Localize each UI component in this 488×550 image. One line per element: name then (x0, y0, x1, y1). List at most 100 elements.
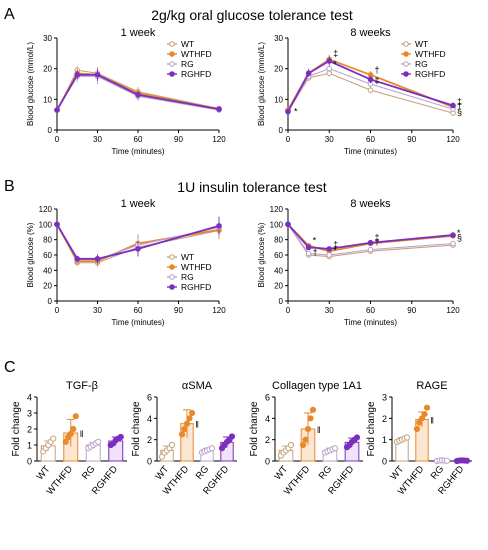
legend-label: RG (415, 59, 428, 69)
data-point (463, 457, 471, 464)
category-label: RG (317, 464, 335, 482)
legend-label: WTHFD (415, 49, 446, 59)
y-tick-label: 2 (27, 425, 32, 435)
x-tick-label: 60 (366, 135, 375, 144)
y-tick-label: 120 (39, 205, 53, 214)
data-point (216, 223, 222, 229)
legend-label: RGHFD (415, 69, 445, 79)
data-point (181, 425, 188, 433)
data-point (183, 420, 191, 427)
y-axis-label: Blood glucose (%) (26, 222, 35, 287)
category-label: RG (80, 464, 98, 482)
significance-mark: ‡ (375, 75, 380, 85)
data-point (299, 441, 307, 449)
x-tick-label: 30 (93, 306, 102, 315)
data-point (450, 240, 456, 247)
chart-subtitle: Collagen type 1A1 (272, 380, 362, 392)
legend-marker (403, 61, 409, 67)
y-tick-label: 100 (39, 220, 53, 229)
y-tick-label: 10 (43, 95, 52, 104)
significance-mark: * (333, 245, 337, 255)
significance-mark: † (313, 248, 318, 258)
x-tick-label: 120 (212, 306, 226, 315)
significance-mark: ‡ (333, 48, 338, 58)
y-tick-label: 120 (270, 205, 284, 214)
data-point (94, 72, 101, 78)
data-point (287, 441, 295, 449)
x-axis-label: Time (minutes) (344, 147, 397, 156)
significance-mark: ‖ (317, 425, 321, 435)
y-tick-label: 3 (27, 409, 32, 419)
data-point (305, 70, 312, 77)
x-axis-label: Time (minutes) (111, 318, 164, 327)
x-tick-label: 60 (366, 306, 375, 315)
significance-mark: * (313, 235, 317, 245)
legend-label: RGHFD (181, 282, 211, 292)
y-tick-label: 0 (279, 126, 284, 135)
y-tick-label: 40 (43, 266, 52, 275)
significance-mark: ‖ (430, 415, 434, 425)
legend-label: WT (181, 39, 194, 49)
legend-label: RG (181, 272, 194, 282)
data-point (135, 246, 141, 252)
data-point (423, 404, 431, 411)
chart-subtitle: 8 weeks (350, 198, 391, 210)
x-tick-label: 90 (174, 306, 183, 315)
y-tick-label: 20 (43, 65, 52, 74)
panel-letter-a: A (4, 6, 15, 23)
x-tick-label: 30 (93, 135, 102, 144)
legend-label: WTHFD (181, 262, 212, 272)
data-point (326, 58, 333, 64)
y-tick-label: 4 (147, 414, 152, 424)
y-axis-label: Blood glucose (mmol/L) (26, 42, 35, 126)
chart-subtitle: 1 week (121, 198, 156, 210)
data-point (188, 409, 196, 417)
data-point (367, 239, 374, 246)
data-point (331, 445, 339, 452)
legend-label: WT (415, 39, 428, 49)
y-tick-label: 0 (265, 457, 270, 467)
y-tick-label: 0 (279, 297, 284, 306)
legend-marker (403, 71, 409, 77)
x-tick-label: 60 (134, 135, 143, 144)
y-tick-label: 20 (274, 65, 283, 74)
legend-label: RG (181, 59, 194, 69)
y-tick-label: 30 (274, 34, 283, 43)
data-point (54, 221, 60, 228)
category-label: RG (194, 464, 212, 482)
x-tick-label: 90 (174, 135, 183, 144)
chart-3: 0 20 40 60 80 100 120 0 30 60 90 120 Time (minutes) B… (257, 198, 462, 327)
panel-letter-b: B (4, 178, 15, 195)
y-tick-label: 40 (274, 266, 283, 275)
data-point (285, 221, 291, 228)
data-point (168, 441, 176, 449)
chart-subtitle: TGF-β (66, 380, 98, 392)
data-point (62, 438, 69, 445)
y-tick-label: 0 (48, 126, 53, 135)
x-tick-label: 60 (134, 306, 143, 315)
y-tick-label: 2 (265, 435, 270, 445)
y-axis-label: Fold change (366, 401, 377, 456)
significance-mark: § (457, 107, 462, 117)
x-axis-label: Time (minutes) (111, 147, 164, 156)
data-point (443, 457, 451, 464)
x-tick-label: 0 (55, 135, 60, 144)
significance-mark: ‡ (375, 232, 380, 242)
chart-subtitle: 1 week (121, 27, 156, 39)
y-axis-label: Fold change (131, 401, 142, 456)
y-tick-label: 3 (382, 393, 387, 403)
panel-letter-c: C (4, 359, 16, 376)
data-point (228, 433, 236, 440)
chart-subtitle: 8 weeks (350, 27, 391, 39)
legend-marker (169, 264, 175, 270)
data-point (216, 106, 222, 112)
y-tick-label: 2 (147, 435, 152, 445)
y-tick-label: 80 (274, 236, 283, 245)
data-point (285, 108, 291, 115)
x-tick-label: 90 (407, 135, 416, 144)
significance-mark: ‖ (80, 429, 84, 439)
y-tick-label: 60 (43, 251, 52, 260)
